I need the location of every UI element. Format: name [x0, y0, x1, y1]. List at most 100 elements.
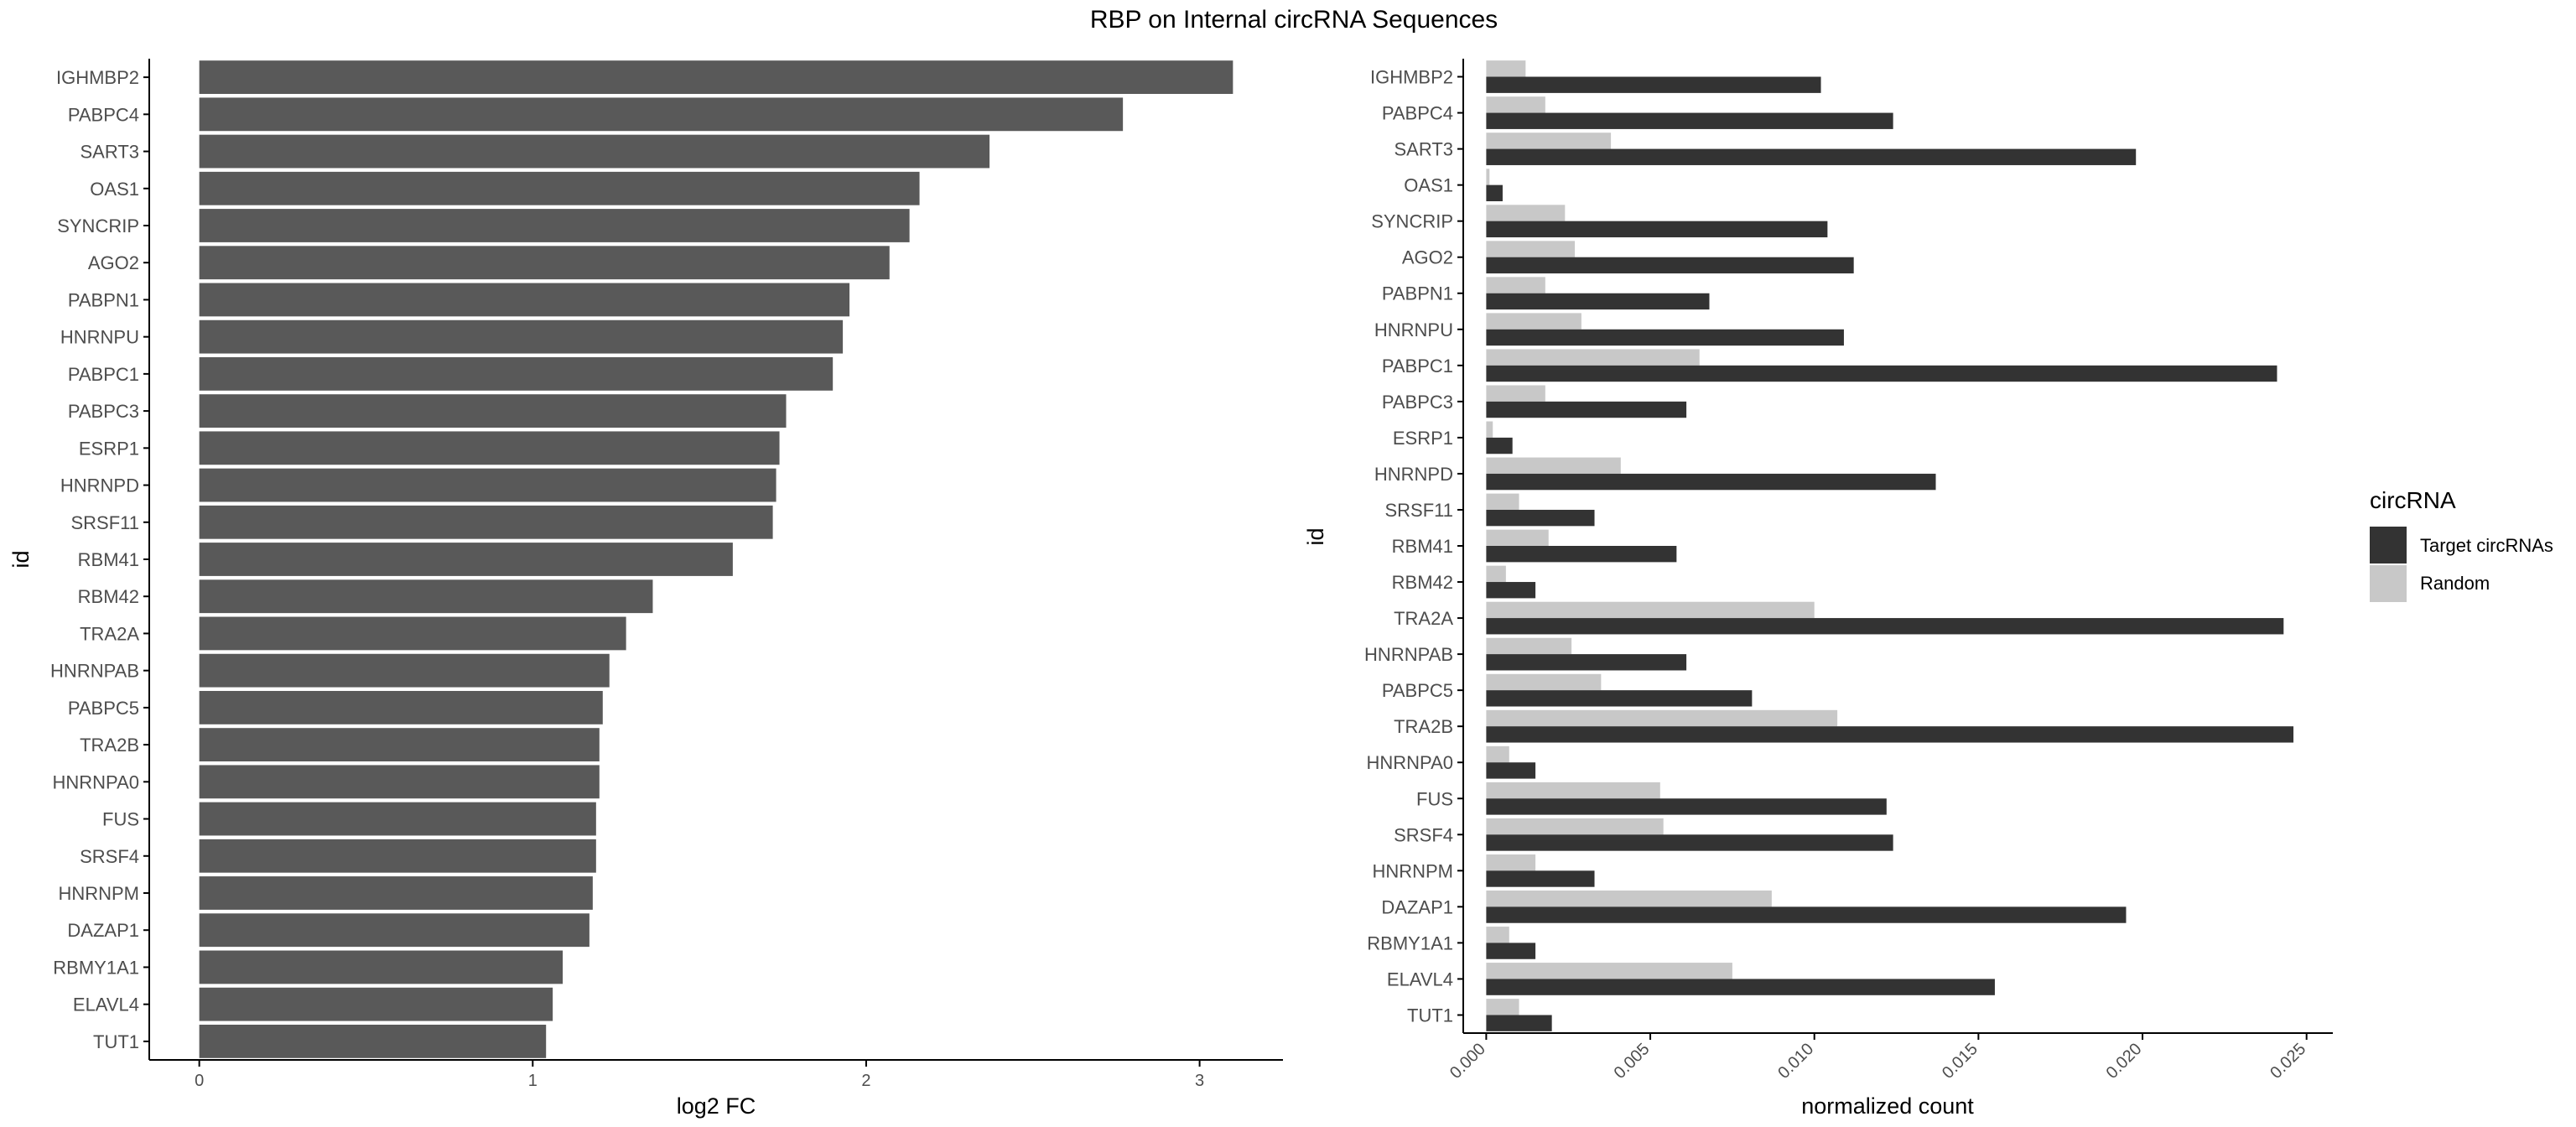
log2fc-bar-syncrip	[199, 209, 910, 242]
random-bar-hnrnpu	[1486, 313, 1581, 330]
log2fc-category-label: OAS1	[90, 179, 139, 200]
log2fc-bar-rbm42	[199, 579, 653, 614]
log2fc-category-label: RBM42	[78, 586, 139, 607]
log2fc-bar-sart3	[199, 134, 990, 169]
log2fc-x-tick-label: 0	[195, 1072, 204, 1090]
log2fc-category-label: TRA2B	[80, 735, 139, 756]
normalized-count-category-label: PABPC3	[1382, 392, 1453, 413]
random-bar-pabpc5	[1486, 673, 1602, 691]
log2fc-category-label: PABPC3	[68, 401, 139, 422]
normalized-count-category-label: HNRNPD	[1374, 464, 1453, 485]
log2fc-bar-hnrnpa0	[199, 765, 600, 799]
log2fc-bar-pabpc1	[199, 356, 834, 391]
normalized-count-category-label: HNRNPU	[1374, 319, 1453, 340]
target-circrnas-bar-pabpc5	[1486, 690, 1753, 707]
log2fc-x-tick-label: 2	[861, 1072, 870, 1090]
random-bar-hnrnpab	[1486, 637, 1572, 655]
log2fc-bar-srsf4	[199, 839, 596, 873]
log2fc-bar-elavl4	[199, 987, 553, 1021]
target-circrnas-bar-oas1	[1486, 184, 1503, 201]
log2fc-category-label: PABPC5	[68, 698, 139, 719]
normalized-count-category-label: FUS	[1416, 788, 1453, 809]
normalized-count-category-label: SYNCRIP	[1371, 211, 1453, 232]
target-circrnas-bar-elavl4	[1486, 979, 1995, 995]
log2fc-bar-ago2	[199, 246, 890, 280]
log2fc-bar-pabpc5	[199, 690, 603, 724]
log2fc-bar-tut1	[199, 1024, 547, 1058]
normalized-count-category-label: PABPC5	[1382, 680, 1453, 701]
target-circrnas-bar-hnrnpab	[1486, 654, 1687, 671]
normalized-count-category-label: ELAVL4	[1387, 969, 1453, 989]
log2fc-category-label: TUT1	[93, 1031, 139, 1052]
log2fc-category-label: SRSF11	[70, 512, 139, 533]
random-bar-sart3	[1486, 132, 1612, 149]
log2fc-x-tick-label: 1	[528, 1072, 538, 1090]
target-circrnas-bar-tra2b	[1486, 726, 2294, 743]
log2fc-category-label: ESRP1	[79, 438, 139, 459]
legend: circRNA Target circRNAs Random	[2370, 487, 2553, 602]
legend-title: circRNA	[2370, 487, 2456, 513]
normalized-count-x-tick-label: 0.000	[1446, 1040, 1489, 1083]
random-bar-esrp1	[1486, 421, 1493, 438]
log2fc-bar-hnrnpu	[199, 319, 844, 354]
log2fc-x-ticks: 0 1 2 3	[195, 1060, 1204, 1090]
log2fc-y-axis-title: id	[8, 550, 34, 568]
random-bar-pabpc3	[1486, 385, 1545, 402]
legend-label-random: Random	[2420, 573, 2490, 594]
log2fc-bar-ighmbp2	[199, 60, 1233, 95]
target-circrnas-bar-pabpn1	[1486, 293, 1710, 310]
log2fc-bar-srsf11	[199, 505, 773, 539]
normalized-count-category-label: IGHMBP2	[1370, 67, 1453, 88]
normalized-count-x-ticks: 0.000 0.005 0.010 0.015 0.020 0.025	[1446, 1033, 2309, 1083]
log2fc-bar-oas1	[199, 171, 920, 205]
normalized-count-category-labels: IGHMBP2 PABPC4 SART3 OAS1 SYNCRIP AGO2 PABPN1 H…	[1364, 67, 1463, 1026]
legend-swatch-random	[2370, 565, 2407, 602]
random-bar-oas1	[1486, 169, 1490, 185]
target-circrnas-bar-hnrnpu	[1486, 329, 1844, 346]
normalized-count-category-label: TRA2B	[1394, 716, 1453, 737]
normalized-count-category-label: DAZAP1	[1381, 896, 1453, 917]
normalized-count-x-tick-label: 0.020	[2103, 1040, 2146, 1083]
figure-title: RBP on Internal circRNA Sequences	[1090, 6, 1498, 34]
log2fc-bar-hnrnpd	[199, 468, 776, 502]
log2fc-bar-fus	[199, 802, 596, 836]
target-circrnas-bar-hnrnpd	[1486, 473, 1936, 491]
random-bar-rbm41	[1486, 529, 1549, 546]
log2fc-category-label: RBMY1A1	[53, 957, 139, 978]
log2fc-bar-rbmy1a1	[199, 950, 564, 984]
normalized-count-category-label: PABPN1	[1382, 283, 1453, 304]
normalized-count-category-label: SRSF11	[1384, 500, 1453, 521]
target-circrnas-bar-ighmbp2	[1486, 76, 1821, 93]
random-bar-elavl4	[1486, 963, 1732, 979]
target-circrnas-bar-hnrnpa0	[1486, 762, 1536, 779]
target-circrnas-bar-dazap1	[1486, 906, 2127, 923]
log2fc-bar-pabpn1	[199, 283, 850, 317]
target-circrnas-bar-rbm41	[1486, 546, 1677, 563]
normalized-count-category-label: AGO2	[1402, 247, 1453, 268]
normalized-count-x-tick-label: 0.010	[1774, 1040, 1817, 1083]
log2fc-category-label: HNRNPM	[58, 883, 139, 904]
target-circrnas-bar-pabpc1	[1486, 365, 2277, 382]
target-circrnas-bar-ago2	[1486, 257, 1854, 274]
log2fc-category-label: DAZAP1	[67, 920, 139, 941]
normalized-count-category-label: OAS1	[1404, 175, 1453, 196]
normalized-count-category-label: SRSF4	[1394, 824, 1453, 845]
normalized-count-x-tick-label: 0.005	[1611, 1040, 1654, 1083]
log2fc-x-axis-title: log2 FC	[677, 1093, 756, 1119]
log2fc-bars	[199, 60, 1233, 1058]
log2fc-bar-tra2a	[199, 616, 626, 651]
log2fc-bar-hnrnpm	[199, 876, 593, 910]
normalized-count-category-label: TUT1	[1407, 1005, 1453, 1026]
target-circrnas-bar-tut1	[1486, 1015, 1552, 1031]
random-bar-hnrnpd	[1486, 457, 1621, 474]
normalized-count-category-label: RBMY1A1	[1367, 932, 1453, 953]
random-bar-tra2a	[1486, 601, 1815, 619]
target-circrnas-bar-rbmy1a1	[1486, 943, 1536, 959]
log2fc-bar-esrp1	[199, 431, 780, 465]
random-bar-fus	[1486, 782, 1660, 799]
random-bar-pabpc4	[1486, 96, 1545, 113]
legend-label-target-circrnas: Target circRNAs	[2420, 535, 2553, 556]
normalized-count-category-label: SART3	[1394, 139, 1453, 160]
log2fc-category-label: HNRNPAB	[50, 661, 139, 682]
